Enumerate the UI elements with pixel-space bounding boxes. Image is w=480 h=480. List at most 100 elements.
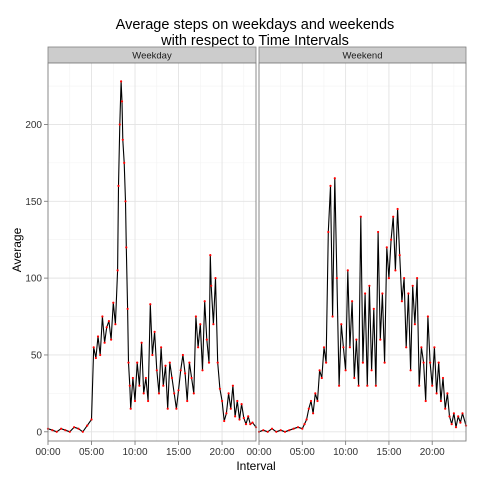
data-point <box>251 421 254 424</box>
data-point <box>422 361 425 364</box>
facet-strip-label: Weekend <box>343 51 383 62</box>
data-point <box>338 384 341 387</box>
data-point <box>266 430 269 433</box>
data-point <box>223 419 226 423</box>
data-point <box>368 284 371 287</box>
data-point <box>153 330 156 333</box>
data-point <box>190 376 193 380</box>
data-point <box>301 427 304 430</box>
data-point <box>92 346 95 349</box>
data-point <box>333 177 336 180</box>
data-point <box>160 346 163 349</box>
y-tick-label: 0 <box>36 427 42 438</box>
data-point <box>359 215 362 218</box>
data-point <box>175 407 178 410</box>
data-point <box>366 384 369 387</box>
data-point <box>209 254 212 257</box>
data-point <box>344 369 347 372</box>
data-point <box>331 315 334 318</box>
data-point <box>249 423 252 426</box>
data-point <box>162 384 165 387</box>
data-point <box>353 376 356 380</box>
data-point <box>218 387 221 390</box>
data-point <box>124 200 127 203</box>
data-point <box>355 338 358 341</box>
x-tick-label: 05:00 <box>290 447 315 458</box>
data-point <box>390 238 393 241</box>
data-point <box>307 407 310 410</box>
data-point <box>221 399 224 403</box>
data-point <box>123 161 126 164</box>
data-point <box>210 284 213 287</box>
data-point <box>288 429 291 432</box>
data-point <box>409 369 412 372</box>
data-point <box>86 424 89 427</box>
data-point <box>383 361 386 364</box>
data-point <box>120 100 124 103</box>
data-point <box>199 323 202 326</box>
data-point <box>429 361 432 364</box>
data-point <box>125 246 128 249</box>
x-tick-label: 10:00 <box>123 447 148 458</box>
data-point <box>325 361 328 364</box>
data-point <box>377 230 380 234</box>
data-point <box>51 429 54 432</box>
data-point <box>164 364 167 367</box>
data-point <box>117 184 120 187</box>
series-line-weekend <box>258 177 467 433</box>
data-point <box>316 399 319 403</box>
data-point <box>396 207 399 211</box>
data-point <box>275 430 278 433</box>
data-point <box>238 418 241 421</box>
data-point <box>114 323 117 326</box>
data-point <box>55 430 58 433</box>
data-point <box>64 429 67 432</box>
y-axis-label: Average <box>10 227 24 272</box>
data-point <box>381 292 384 295</box>
data-point <box>90 418 93 421</box>
data-point <box>68 430 71 433</box>
data-point <box>118 123 121 126</box>
data-point <box>216 361 219 364</box>
y-tick-label: 50 <box>31 350 43 361</box>
x-tick-label: 20:00 <box>210 447 235 458</box>
data-point <box>112 301 115 304</box>
data-point <box>155 369 158 372</box>
data-point <box>426 315 429 318</box>
data-point <box>231 384 234 387</box>
x-tick-label: 00:00 <box>35 447 60 458</box>
panel-border <box>47 62 257 442</box>
data-point <box>166 407 169 410</box>
data-point <box>240 403 243 406</box>
data-point <box>322 346 326 349</box>
data-point <box>73 426 76 429</box>
data-point <box>205 338 208 341</box>
x-tick-label: 00:00 <box>246 447 271 458</box>
data-point <box>270 427 274 430</box>
data-point <box>194 315 197 318</box>
data-point <box>318 369 321 372</box>
data-point <box>110 338 113 341</box>
data-point <box>387 277 390 280</box>
data-point <box>136 361 139 364</box>
data-point <box>400 300 403 303</box>
data-point <box>144 376 147 380</box>
data-point <box>403 277 406 280</box>
data-point <box>131 376 134 380</box>
panel-background <box>259 63 466 441</box>
data-point <box>361 361 364 364</box>
data-point <box>157 392 161 395</box>
data-point <box>329 184 332 187</box>
data-point <box>413 323 416 326</box>
data-point <box>444 407 447 410</box>
data-point <box>127 361 130 364</box>
data-point <box>201 369 204 372</box>
data-point <box>116 269 119 272</box>
data-point <box>203 300 206 303</box>
data-point <box>103 341 106 344</box>
data-point <box>94 356 97 360</box>
data-point <box>140 341 143 344</box>
data-point <box>147 399 150 403</box>
data-point <box>188 361 191 364</box>
